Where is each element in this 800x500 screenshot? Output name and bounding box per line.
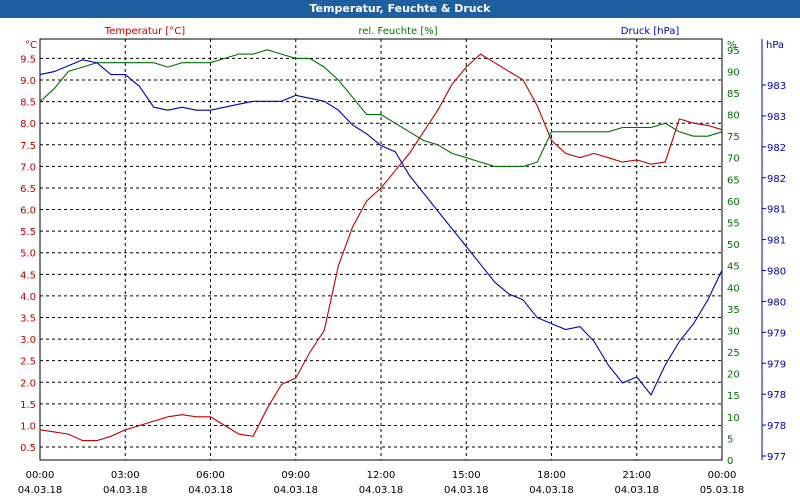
pressure-tick-label: 978: [767, 390, 786, 401]
humidity-tick-label: 65: [727, 175, 740, 186]
temperature-axis-ticks: 0.5 1.0 1.5 2.0 2.5 3.0 3.5 4.0 4.5 5.0 5.5 6.0 6.5 7…: [20, 54, 36, 454]
temperature-tick-label: 1.0: [20, 421, 36, 432]
temperature-tick-label: 1.5: [20, 400, 36, 411]
humidity-tick-label: 25: [727, 348, 740, 359]
pressure-tick-label: 981: [767, 205, 786, 216]
temperature-tick-label: 2.5: [20, 357, 36, 368]
x-tick-time: 21:00: [622, 470, 651, 481]
x-tick-time: 06:00: [196, 470, 225, 481]
humidity-axis-label: rel. Feuchte [%]: [358, 26, 437, 37]
temperature-tick-label: 7.0: [20, 162, 36, 173]
temperature-tick-label: 8.0: [20, 119, 36, 130]
humidity-tick-label: 80: [727, 111, 740, 122]
temperature-tick-label: 6.0: [20, 206, 36, 217]
pressure-tick-label: 979: [767, 328, 786, 339]
pressure-unit-label: hPa: [766, 40, 784, 51]
temperature-tick-label: 3.0: [20, 335, 36, 346]
x-tick-time: 03:00: [111, 470, 140, 481]
temperature-tick-label: 2.0: [20, 378, 36, 389]
grid: [40, 39, 722, 460]
humidity-tick-label: 90: [727, 67, 740, 78]
pressure-series-line: [39, 59, 723, 396]
x-tick-time: 00:00: [26, 470, 55, 481]
humidity-series-line: [39, 49, 723, 167]
temperature-tick-label: 0.5: [20, 443, 36, 454]
humidity-axis-ticks: 0 5 10 15 20 25 30 35 40 45 50 55 60 65 70 75 80 85 90 95: [727, 46, 740, 467]
x-tick-time: 00:00: [708, 470, 737, 481]
humidity-tick-label: 0: [727, 456, 733, 467]
x-tick-time: 12:00: [367, 470, 396, 481]
temperature-tick-label: 8.5: [20, 98, 36, 109]
temperature-tick-label: 5.5: [20, 227, 36, 238]
humidity-tick-label: 70: [727, 154, 740, 165]
humidity-tick-label: 5: [727, 434, 733, 445]
humidity-tick-label: 20: [727, 370, 740, 381]
temperature-tick-label: 5.0: [20, 249, 36, 260]
temperature-unit-label: °C: [25, 40, 37, 51]
pressure-tick-label: 980: [767, 297, 786, 308]
x-tick-date: 04.03.18: [188, 485, 233, 496]
humidity-tick-label: 30: [727, 326, 740, 337]
x-tick-date: 04.03.18: [103, 485, 148, 496]
temperature-axis-label: Temperatur [°C]: [104, 26, 185, 37]
pressure-tick-label: 982: [767, 143, 786, 154]
pressure-tick-label: 981: [767, 236, 786, 247]
humidity-tick-label: 45: [727, 262, 740, 273]
temperature-tick-label: 6.5: [20, 184, 36, 195]
series-lines: [39, 49, 723, 442]
pressure-tick-label: 979: [767, 359, 786, 370]
temperature-series-line: [39, 53, 723, 442]
temperature-tick-label: 9.5: [20, 54, 36, 65]
x-tick-date: 04.03.18: [18, 485, 63, 496]
pressure-axis-label: Druck [hPa]: [621, 26, 680, 37]
humidity-tick-label: 60: [727, 197, 740, 208]
temperature-tick-label: 7.5: [20, 141, 36, 152]
humidity-tick-label: 50: [727, 240, 740, 251]
x-tick-date: 04.03.18: [273, 485, 318, 496]
humidity-tick-label: 10: [727, 413, 740, 424]
x-tick-date: 04.03.18: [444, 485, 489, 496]
chart-title: Temperatur, Feuchte & Druck: [0, 0, 800, 18]
pressure-tick-label: 977: [767, 452, 786, 463]
temperature-tick-label: 3.5: [20, 314, 36, 325]
x-tick-time: 09:00: [281, 470, 310, 481]
humidity-tick-label: 35: [727, 305, 740, 316]
x-tick-time: 18:00: [537, 470, 566, 481]
pressure-tick-label: 982: [767, 174, 786, 185]
humidity-tick-label: 75: [727, 132, 740, 143]
pressure-tick-label: 983: [767, 81, 786, 92]
humidity-tick-label: 85: [727, 89, 740, 100]
x-tick-date: 04.03.18: [359, 485, 404, 496]
x-tick-date: 04.03.18: [529, 485, 574, 496]
temperature-tick-label: 4.5: [20, 270, 36, 281]
x-tick-date: 04.03.18: [614, 485, 659, 496]
humidity-tick-label: 40: [727, 283, 740, 294]
x-tick-time: 15:00: [452, 470, 481, 481]
x-tick-date: 05.03.18: [700, 485, 745, 496]
humidity-tick-label: 95: [727, 46, 740, 57]
temperature-tick-label: 9.0: [20, 76, 36, 87]
pressure-axis-ticks: 977 978 978 979 979 980 980 981 981 982 982 983 983: [762, 81, 786, 463]
pressure-tick-label: 980: [767, 267, 786, 278]
x-axis-ticks: 00:00 04.03.18 03:00 04.03.18 06:00 04.03.18 0…: [18, 470, 745, 496]
pressure-tick-label: 983: [767, 112, 786, 123]
temperature-tick-label: 4.0: [20, 292, 36, 303]
humidity-tick-label: 55: [727, 219, 740, 230]
humidity-tick-label: 15: [727, 391, 740, 402]
pressure-tick-label: 978: [767, 421, 786, 432]
humidity-unit-label: %: [727, 40, 737, 51]
